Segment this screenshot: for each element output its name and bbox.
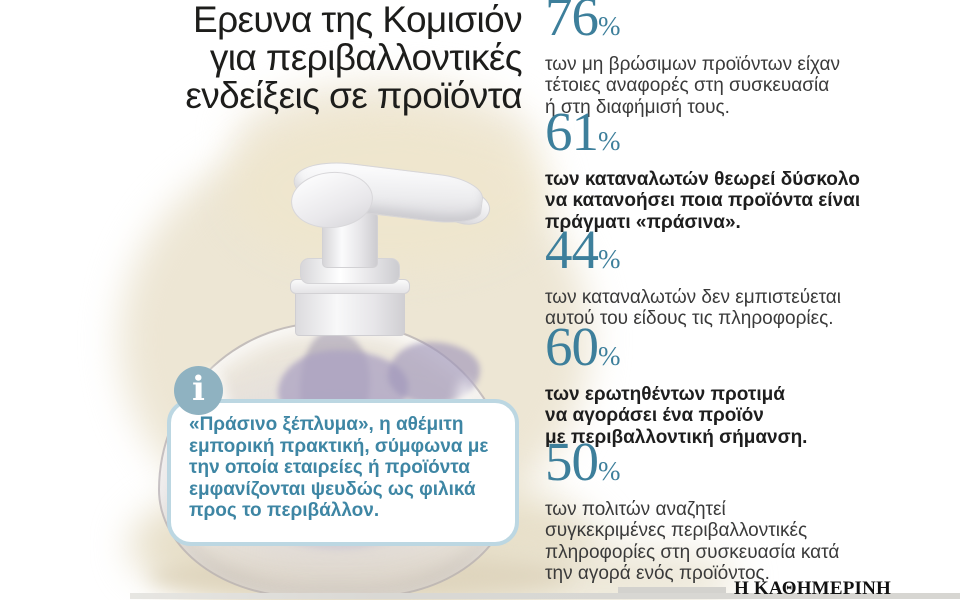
stat-block-61: 61% των καταναλωτών θεωρεί δύσκολο να κα… — [545, 101, 950, 233]
stat-block-50: 50% των πολιτών αναζητεί συγκεκριμένες π… — [545, 431, 950, 584]
title-line: για περιβαλλοντικές — [209, 37, 523, 78]
stat-value: 61% — [545, 101, 621, 162]
stat-value: 60% — [545, 316, 621, 377]
greenwashing-definition: «Πράσινο ξέπλυμα», η αθέμιτη εμπορική πρ… — [189, 414, 489, 521]
pump-collar — [300, 258, 400, 284]
stat-block-60: 60% των ερωτηθέντων προτιμά να αγοράσει … — [545, 316, 950, 448]
stat-block-76: 76% των μη βρώσιμων προϊόντων είχαν τέτο… — [545, 0, 950, 118]
page-title: Ερευνα της Κομισιόν για περιβαλλοντικές … — [58, 1, 522, 115]
footer-rule — [618, 587, 726, 593]
percent-sign: % — [598, 11, 621, 41]
stat-block-44: 44% των καταναλωτών δεν εμπιστεύεται αυτ… — [545, 219, 950, 330]
percent-sign: % — [598, 456, 621, 486]
stat-description: των μη βρώσιμων προϊόντων είχαν τέτοιες … — [545, 54, 840, 118]
stat-value: 50% — [545, 431, 621, 492]
greenwashing-callout — [167, 399, 519, 546]
pump-cap — [295, 290, 405, 336]
percent-sign: % — [598, 126, 621, 156]
stat-value: 44% — [545, 219, 621, 280]
stat-description: των καταναλωτών δεν εμπιστεύεται αυτού τ… — [545, 287, 842, 330]
stat-description: των ερωτηθέντων προτιμά να αγοράσει ένα … — [545, 384, 808, 448]
stat-description: των καταναλωτών θεωρεί δύσκολο να κατανο… — [545, 169, 861, 233]
stat-value: 76% — [545, 0, 621, 47]
footer-divider — [130, 593, 960, 599]
info-icon: i — [174, 366, 223, 415]
newspaper-logo: Η ΚΑΘΗΜΕΡΙΝΗ — [734, 578, 891, 599]
percent-sign: % — [598, 341, 621, 371]
stat-description: των πολιτών αναζητεί συγκεκριμένες περιβ… — [545, 499, 840, 584]
percent-sign: % — [598, 244, 621, 274]
title-line: Ερευνα της Κομισιόν — [192, 0, 523, 40]
title-line: ενδείξεις σε προϊόντα — [185, 75, 522, 116]
